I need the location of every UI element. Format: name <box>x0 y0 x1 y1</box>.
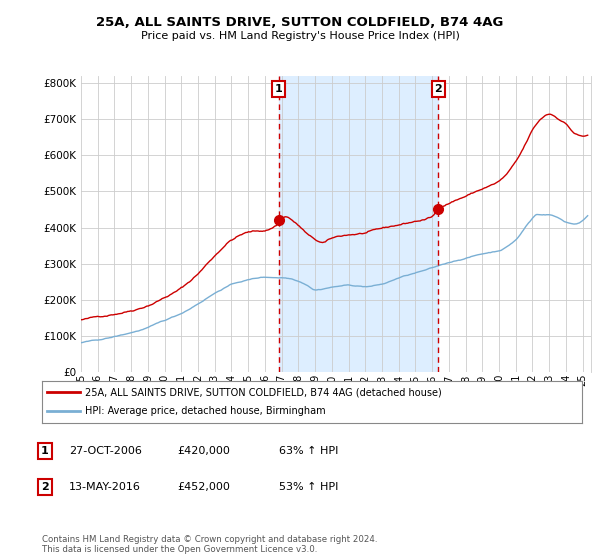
Text: HPI: Average price, detached house, Birmingham: HPI: Average price, detached house, Birm… <box>85 407 326 417</box>
Text: 2: 2 <box>434 84 442 94</box>
Text: 25A, ALL SAINTS DRIVE, SUTTON COLDFIELD, B74 4AG: 25A, ALL SAINTS DRIVE, SUTTON COLDFIELD,… <box>97 16 503 29</box>
Text: 1: 1 <box>41 446 49 456</box>
Text: £420,000: £420,000 <box>177 446 230 456</box>
Text: Price paid vs. HM Land Registry's House Price Index (HPI): Price paid vs. HM Land Registry's House … <box>140 31 460 41</box>
Text: 13-MAY-2016: 13-MAY-2016 <box>69 482 141 492</box>
Text: 63% ↑ HPI: 63% ↑ HPI <box>279 446 338 456</box>
Text: £452,000: £452,000 <box>177 482 230 492</box>
Bar <box>278 76 439 372</box>
Text: 2: 2 <box>41 482 49 492</box>
Text: 1: 1 <box>275 84 283 94</box>
Text: 27-OCT-2006: 27-OCT-2006 <box>69 446 142 456</box>
Text: 25A, ALL SAINTS DRIVE, SUTTON COLDFIELD, B74 4AG (detached house): 25A, ALL SAINTS DRIVE, SUTTON COLDFIELD,… <box>85 387 442 397</box>
Text: 53% ↑ HPI: 53% ↑ HPI <box>279 482 338 492</box>
Text: Contains HM Land Registry data © Crown copyright and database right 2024.
This d: Contains HM Land Registry data © Crown c… <box>42 535 377 554</box>
